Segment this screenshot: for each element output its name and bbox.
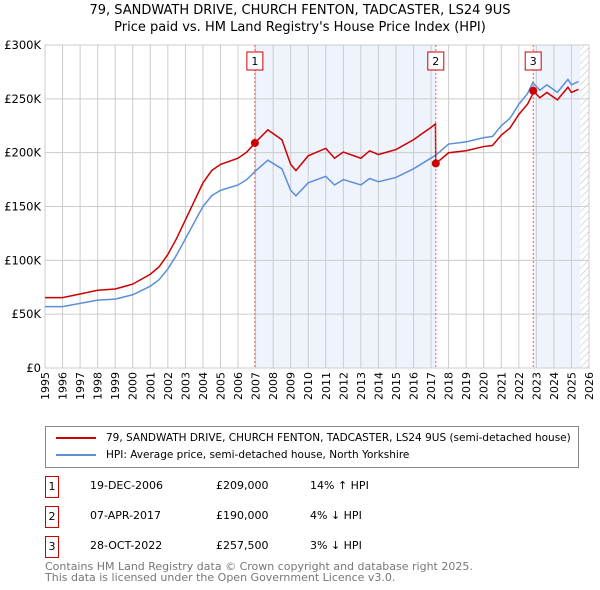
y-tick-label: £150K — [4, 200, 41, 214]
x-tick-label: 2010 — [302, 372, 315, 400]
sale-marker-box — [524, 51, 542, 71]
x-tick-label: 2013 — [355, 372, 368, 400]
sale-date: 19-DEC-2006 — [90, 479, 164, 492]
x-tick-label: 2011 — [320, 372, 333, 400]
sale-marker-number: 3 — [530, 55, 537, 68]
x-tick-label: 2014 — [372, 372, 385, 400]
sale-marker-number: 2 — [432, 55, 439, 68]
x-tick-label: 2019 — [460, 372, 473, 400]
subtitle: Price paid vs. HM Land Registry's House … — [114, 20, 486, 35]
legend-swatch-blue — [56, 454, 96, 456]
x-tick-label: 2026 — [583, 372, 596, 400]
footer-line: This data is licensed under the Open Gov… — [45, 571, 396, 584]
x-tick-label: 1998 — [92, 372, 105, 400]
x-tick-label: 2016 — [408, 372, 421, 400]
legend: 79, SANDWATH DRIVE, CHURCH FENTON, TADCA… — [45, 426, 579, 468]
x-tick-label: 2024 — [548, 372, 561, 400]
x-tick-label: 2018 — [443, 372, 456, 400]
x-tick-label: 1997 — [74, 372, 87, 400]
x-tick-label: 2021 — [495, 372, 508, 400]
sale-point — [431, 159, 440, 168]
x-tick-label: 2025 — [565, 372, 578, 400]
title-line: 79, SANDWATH DRIVE, CHURCH FENTON, TADCA… — [89, 3, 511, 18]
x-tick-label: 2009 — [285, 372, 298, 400]
y-tick-label: £100K — [4, 253, 41, 267]
sale-date: 28-OCT-2022 — [90, 539, 163, 552]
x-tick-label: 2017 — [425, 372, 438, 400]
legend-item-hpi: HPI: Average price, semi-detached house,… — [56, 449, 409, 461]
x-tick-label: 2004 — [197, 372, 210, 400]
x-tick-label: 1999 — [109, 372, 122, 400]
legend-item-property: 79, SANDWATH DRIVE, CHURCH FENTON, TADCA… — [56, 432, 571, 444]
x-tick-label: 2006 — [232, 372, 245, 400]
sale-number: 2 — [45, 506, 59, 528]
x-tick-label: 2020 — [478, 372, 491, 400]
sale-point — [250, 138, 259, 147]
chart-title: 79, SANDWATH DRIVE, CHURCH FENTON, TADCA… — [0, 2, 600, 36]
y-tick-label: £300K — [4, 38, 41, 52]
x-tick-label: 2007 — [250, 372, 263, 400]
x-tick-label: 1995 — [39, 372, 52, 400]
sale-hpi-diff: 3% ↓ HPI — [310, 539, 362, 552]
sale-hpi-diff: 4% ↓ HPI — [310, 509, 362, 522]
chart: 1995 1996 1997 1998 1999 2000 2001 2002 2003 2004… — [4, 38, 596, 400]
x-tick-label: 2005 — [214, 372, 227, 400]
sale-price: £190,000 — [216, 509, 269, 522]
x-tick-label: 2012 — [337, 372, 350, 400]
x-tick-label: 2003 — [179, 372, 192, 400]
legend-swatch-red — [56, 437, 96, 439]
x-tick-label: 2023 — [530, 372, 543, 400]
x-tick-label: 2008 — [267, 372, 280, 400]
sale-marker-box — [427, 51, 445, 71]
sale-price: £257,500 — [216, 539, 269, 552]
y-tick-label: £50K — [12, 307, 42, 321]
footer-line: Contains HM Land Registry data © Crown c… — [45, 560, 473, 573]
y-tick-label: £0 — [26, 361, 41, 375]
y-tick-label: £250K — [4, 92, 41, 106]
x-tick-label: 2000 — [127, 372, 140, 400]
x-tick-label: 2001 — [144, 372, 157, 400]
sale-date: 07-APR-2017 — [90, 509, 162, 522]
sale-hpi-diff: 14% ↑ HPI — [310, 479, 369, 492]
footer: Contains HM Land Registry data © Crown c… — [45, 561, 473, 583]
legend-label: HPI: Average price, semi-detached house,… — [106, 449, 410, 461]
x-tick-label: 1996 — [57, 372, 70, 400]
sale-number: 3 — [45, 536, 59, 558]
sale-marker-box — [246, 51, 264, 71]
legend-label: 79, SANDWATH DRIVE, CHURCH FENTON, TADCA… — [106, 432, 571, 444]
property-price-line — [45, 86, 579, 299]
x-tick-label: 2002 — [162, 372, 175, 400]
sale-price: £209,000 — [216, 479, 269, 492]
hpi-line — [45, 78, 579, 308]
x-tick-label: 2015 — [390, 372, 403, 400]
sale-number: 1 — [45, 476, 59, 498]
plot-frame — [44, 44, 590, 369]
y-tick-label: £200K — [4, 146, 41, 160]
sale-point — [529, 86, 538, 95]
x-tick-label: 2022 — [513, 372, 526, 400]
sale-marker-number: 1 — [251, 55, 258, 68]
